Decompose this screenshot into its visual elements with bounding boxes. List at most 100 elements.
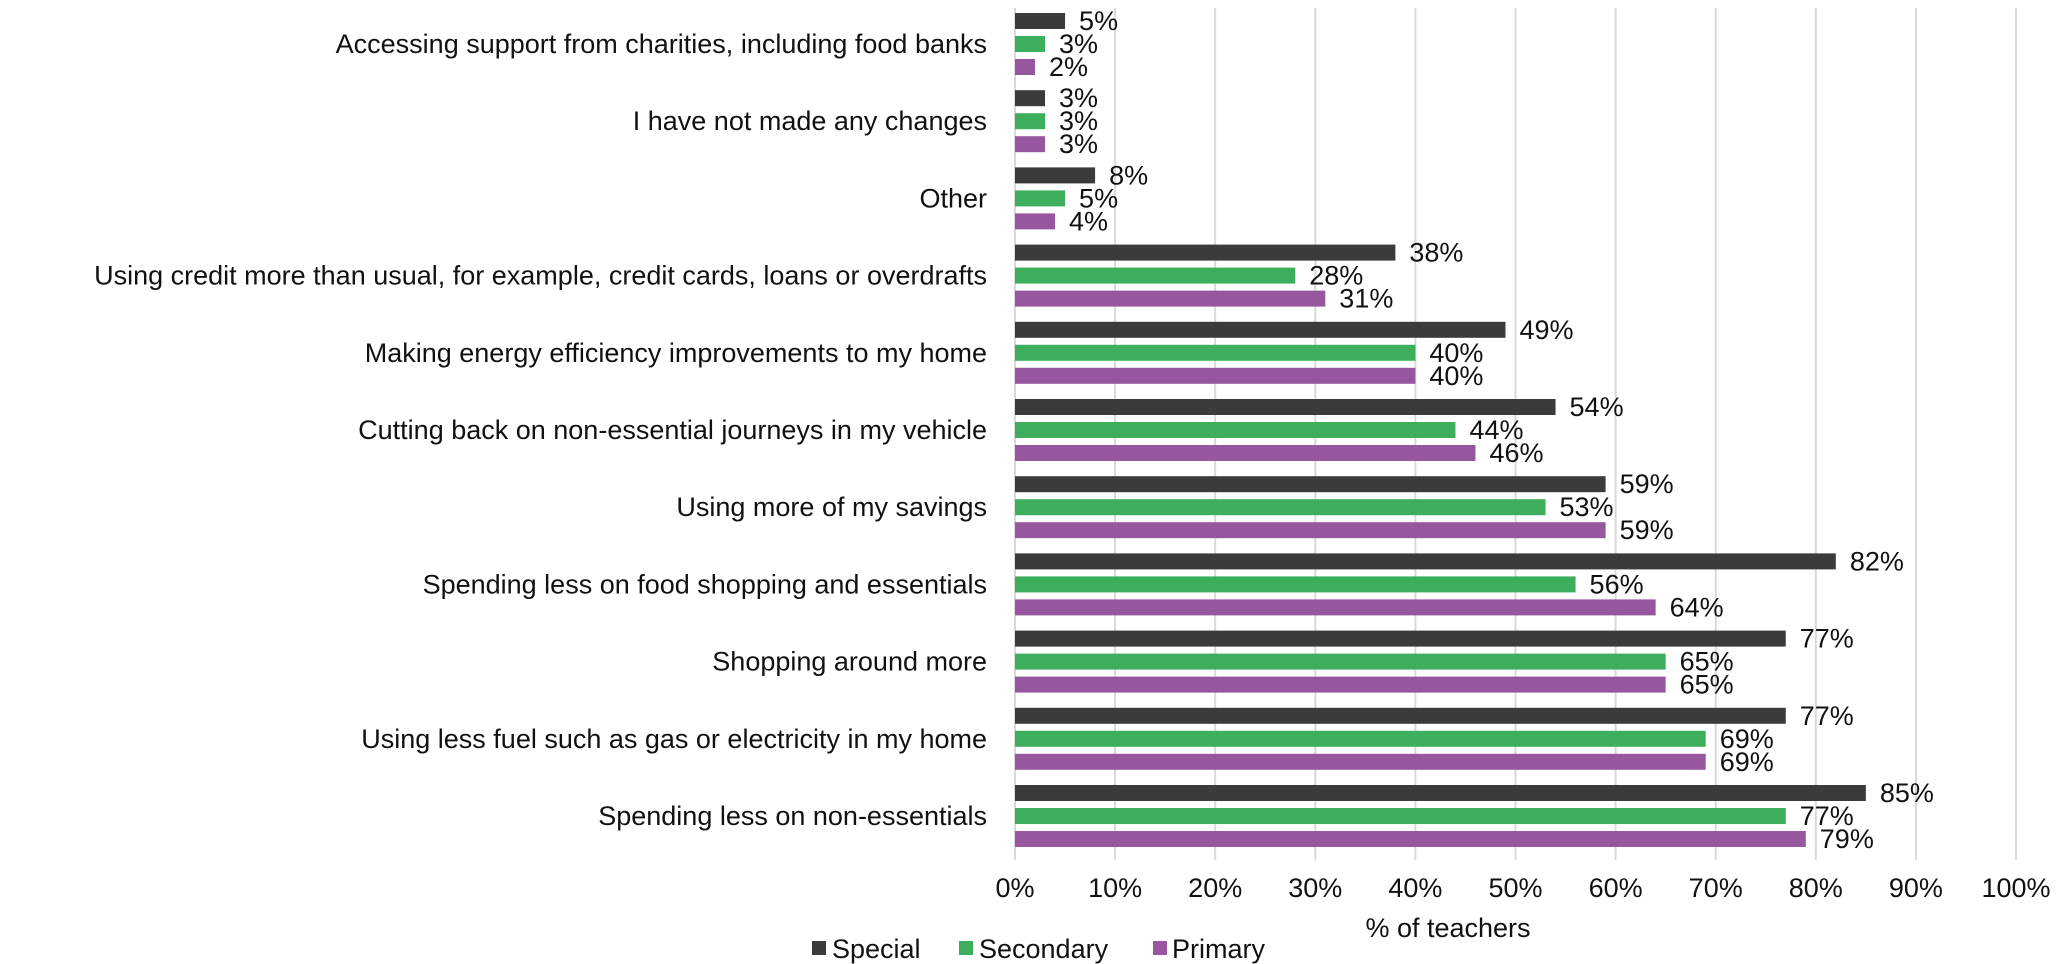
x-tick-label: 100% — [1981, 873, 2050, 903]
bar-secondary — [1015, 190, 1066, 207]
data-label: 77% — [1800, 801, 1854, 831]
x-tick-label: 0% — [995, 873, 1034, 903]
bar-primary — [1015, 136, 1046, 153]
bar-special — [1015, 476, 1606, 493]
bar-primary — [1015, 599, 1656, 616]
x-tick-label: 20% — [1188, 873, 1242, 903]
data-label: 2% — [1049, 52, 1088, 82]
data-label: 77% — [1800, 701, 1854, 731]
data-label: 82% — [1850, 546, 1904, 576]
data-label: 5% — [1079, 183, 1118, 213]
data-label: 38% — [1409, 238, 1463, 268]
data-label: 3% — [1059, 129, 1098, 159]
bar-special — [1015, 13, 1066, 29]
data-label: 59% — [1620, 515, 1674, 545]
bar-primary — [1015, 445, 1476, 461]
data-label: 59% — [1620, 469, 1674, 499]
category-label: I have not made any changes — [633, 106, 987, 136]
data-label: 49% — [1519, 315, 1573, 345]
data-label: 69% — [1720, 747, 1774, 777]
bar-primary — [1015, 753, 1706, 770]
data-label: 4% — [1069, 206, 1108, 236]
legend: Special Secondary Primary — [812, 934, 1265, 964]
bar-primary — [1015, 59, 1036, 75]
bar-secondary — [1015, 267, 1296, 284]
bar-secondary — [1015, 422, 1456, 438]
data-label: 56% — [1590, 569, 1644, 599]
data-label: 3% — [1059, 83, 1098, 113]
bar-secondary — [1015, 576, 1576, 593]
category-label: Other — [919, 183, 987, 213]
data-label: 65% — [1680, 670, 1734, 700]
data-label: 8% — [1109, 160, 1148, 190]
bar-secondary — [1015, 653, 1666, 670]
category-label: Using credit more than usual, for exampl… — [94, 261, 987, 291]
bar-special — [1015, 244, 1396, 261]
category-label: Spending less on non-essentials — [598, 801, 987, 831]
data-label: 77% — [1800, 624, 1854, 654]
legend-label-special: Special — [832, 934, 921, 964]
x-tick-label: 30% — [1288, 873, 1342, 903]
bar-special — [1015, 167, 1096, 184]
category-labels: Accessing support from charities, includ… — [94, 29, 987, 831]
bar-primary — [1015, 676, 1666, 693]
x-tick-label: 10% — [1088, 873, 1142, 903]
data-label: 64% — [1670, 592, 1724, 622]
data-label: 65% — [1680, 647, 1734, 677]
legend-swatch-secondary — [959, 941, 973, 955]
x-tick-label: 60% — [1589, 873, 1643, 903]
bar-secondary — [1015, 344, 1416, 361]
data-label: 3% — [1059, 106, 1098, 136]
bar-special — [1015, 707, 1786, 724]
bar-primary — [1015, 831, 1806, 847]
data-label: 85% — [1880, 778, 1934, 808]
bar-primary — [1015, 290, 1326, 307]
data-label: 54% — [1570, 392, 1624, 422]
bars — [1015, 13, 1866, 847]
category-label: Using less fuel such as gas or electrici… — [361, 724, 987, 754]
data-label: 40% — [1429, 338, 1483, 368]
category-label: Spending less on food shopping and essen… — [423, 569, 987, 599]
data-label: 53% — [1560, 492, 1614, 522]
bar-special — [1015, 553, 1836, 570]
bar-secondary — [1015, 730, 1706, 747]
bar-primary — [1015, 367, 1416, 384]
x-tick-label: 40% — [1388, 873, 1442, 903]
x-tick-label: 80% — [1789, 873, 1843, 903]
bar-primary — [1015, 213, 1056, 230]
x-tick-label: 70% — [1689, 873, 1743, 903]
category-label: Shopping around more — [712, 647, 987, 677]
data-label: 44% — [1469, 415, 1523, 445]
bar-special — [1015, 399, 1556, 415]
legend-swatch-primary — [1153, 941, 1167, 955]
x-tick-label: 50% — [1488, 873, 1542, 903]
legend-label-secondary: Secondary — [979, 934, 1109, 964]
data-label: 69% — [1720, 724, 1774, 754]
legend-label-primary: Primary — [1172, 934, 1265, 964]
data-label: 5% — [1079, 6, 1118, 36]
bar-secondary — [1015, 36, 1046, 52]
value-labels: 5%3%2%3%3%3%8%5%4%38%28%31%49%40%40%54%4… — [1049, 6, 1934, 854]
bar-primary — [1015, 522, 1606, 539]
data-label: 28% — [1309, 261, 1363, 291]
data-label: 46% — [1489, 438, 1543, 468]
bar-special — [1015, 630, 1786, 647]
bar-secondary — [1015, 808, 1786, 824]
bar-secondary — [1015, 499, 1546, 516]
category-label: Cutting back on non-essential journeys i… — [358, 415, 987, 445]
x-tick-label: 90% — [1889, 873, 1943, 903]
x-tick-labels: 0% 10% 20% 30% 40% 50% 60% 70% 80% 90% 100% — [995, 873, 2050, 903]
category-label: Accessing support from charities, includ… — [336, 29, 987, 59]
data-label: 79% — [1820, 824, 1874, 854]
category-label: Using more of my savings — [676, 492, 987, 522]
bar-special — [1015, 90, 1046, 107]
bar-secondary — [1015, 113, 1046, 130]
data-label: 31% — [1339, 284, 1393, 314]
bar-special — [1015, 321, 1506, 338]
x-axis-title: % of teachers — [1365, 913, 1530, 943]
bar-special — [1015, 785, 1866, 801]
category-label: Making energy efficiency improvements to… — [365, 338, 987, 368]
data-label: 3% — [1059, 29, 1098, 59]
data-label: 40% — [1429, 361, 1483, 391]
